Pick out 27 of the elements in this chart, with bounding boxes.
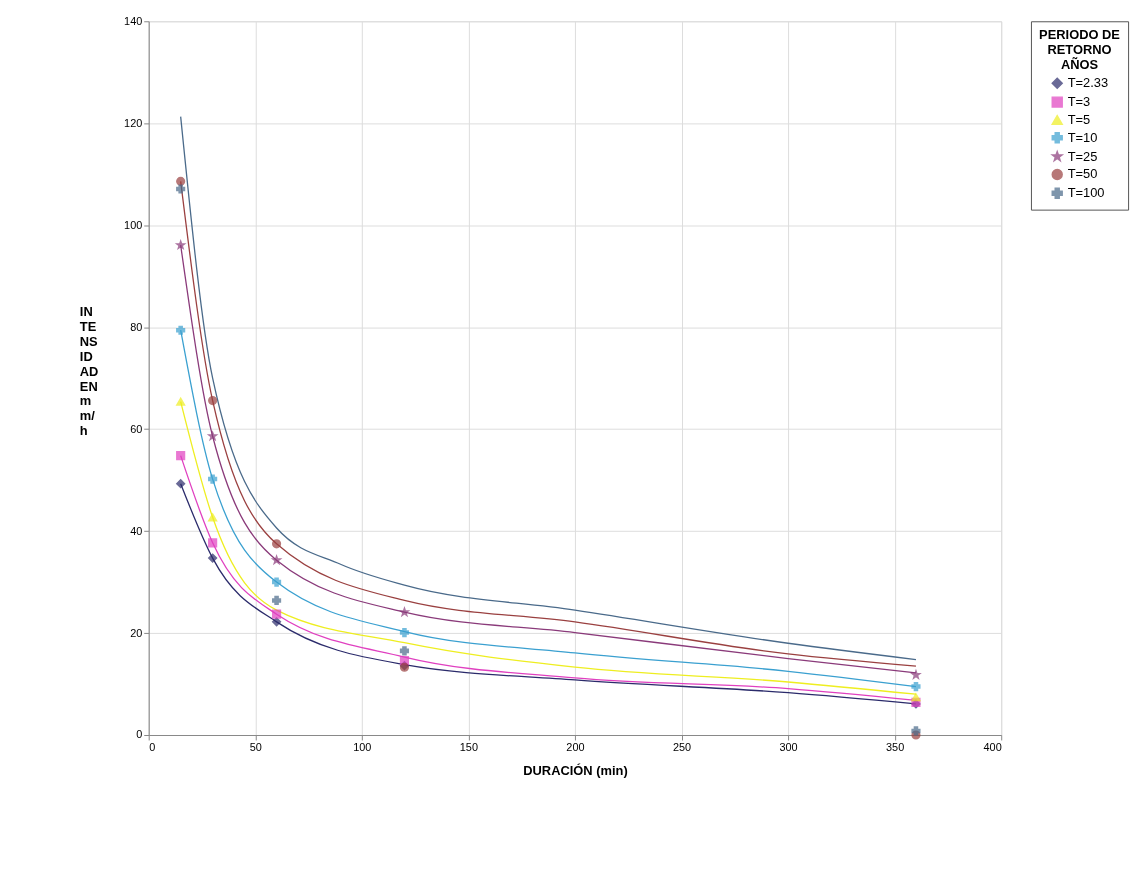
y-tick-label: 60 [130,422,143,435]
x-tick-label: 300 [779,741,798,754]
x-tick-label: 100 [353,741,372,754]
legend-title: PERIODO DE RETORNO AÑOS [1039,27,1121,72]
y-tick-label: 20 [130,626,143,639]
x-tick-label: 250 [672,741,692,754]
legend-label: T=2.33 [1067,75,1109,91]
legend-label: T=25 [1067,148,1098,164]
x-tick-label: 50 [249,741,262,754]
y-tick-label: 100 [124,218,143,231]
y-tick-label: 120 [124,116,143,129]
x-axis-title: DURACIÓN (min) [523,763,628,779]
x-tick-label: 400 [983,741,1002,754]
legend-label: T=5 [1067,111,1091,127]
y-tick-label: 140 [124,14,143,27]
y-tick-label: 40 [130,524,143,537]
x-tick-label: 200 [566,741,585,754]
x-tick-label: 150 [459,741,478,754]
legend-label: T=3 [1067,94,1091,110]
legend-label: T=100 [1067,185,1105,201]
x-tick-label: 350 [886,741,905,754]
y-tick-label: 80 [130,320,143,333]
x-tick-label: 0 [149,741,156,754]
legend-label: T=50 [1067,166,1098,182]
text: IN TE NS ID AD EN m m/ h [79,304,99,439]
y-tick-label: 0 [136,728,143,741]
legend-label: T=10 [1067,129,1098,145]
